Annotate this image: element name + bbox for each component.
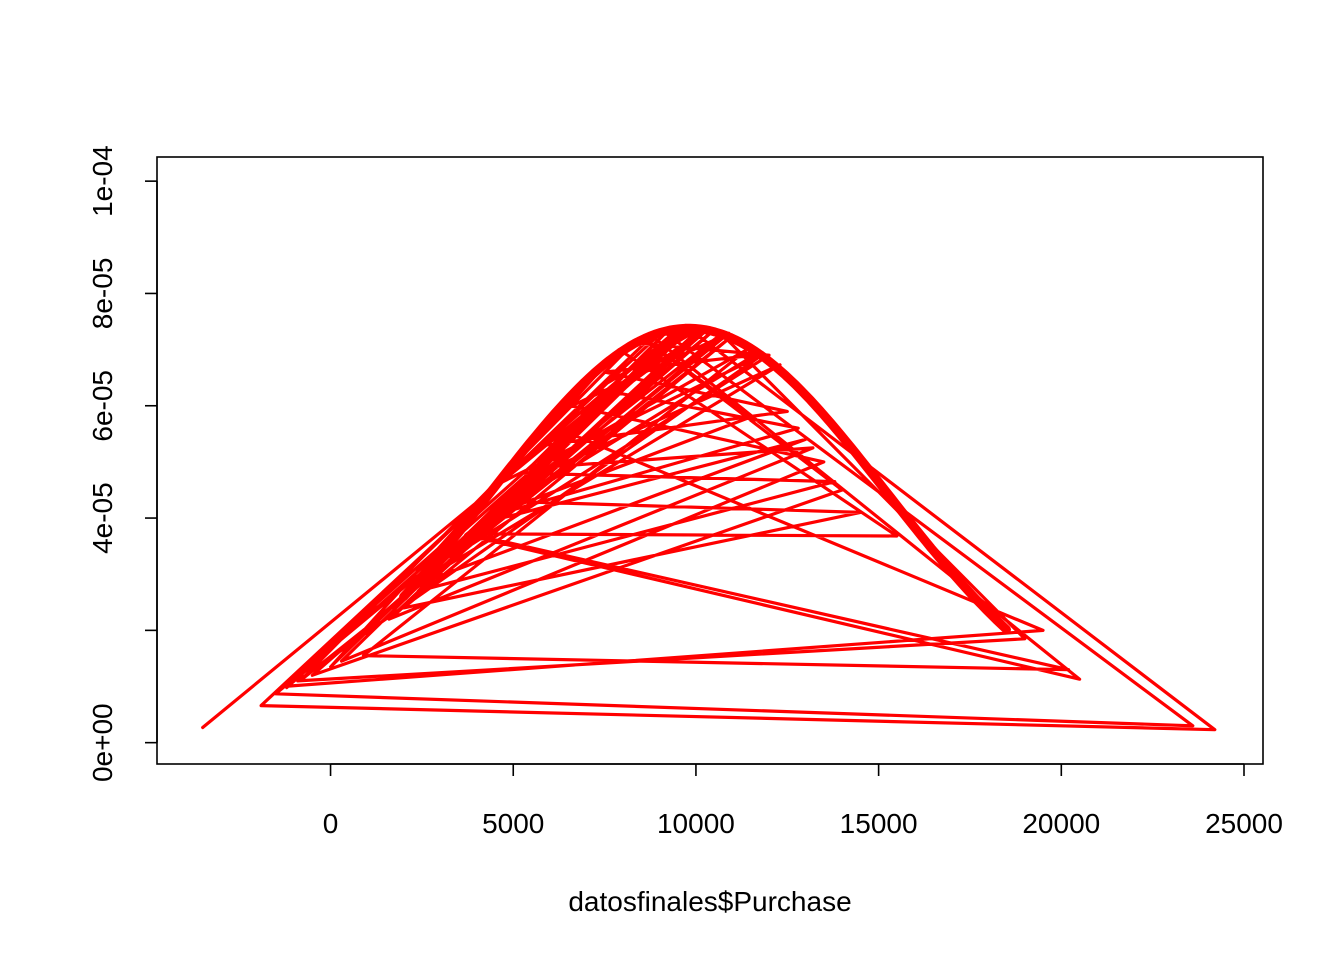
series-layer <box>201 323 1217 732</box>
y-tick-label: 8e-05 <box>87 258 118 330</box>
y-tick-label: 6e-05 <box>87 370 118 442</box>
x-tick-label: 15000 <box>840 808 918 839</box>
y-tick-label: 0e+00 <box>87 703 118 782</box>
series-line <box>201 326 1217 732</box>
x-tick-label: 5000 <box>482 808 544 839</box>
y-tick-label: 1e-04 <box>87 145 118 217</box>
y-axis: 0e+00 4e-05 6e-05 8e-05 1e-04 <box>87 145 158 782</box>
x-axis-title: datosfinales$Purchase <box>568 886 851 917</box>
x-tick-label: 25000 <box>1205 808 1283 839</box>
x-tick-label: 20000 <box>1022 808 1100 839</box>
x-tick-label: 10000 <box>657 808 735 839</box>
x-axis: 0 5000 10000 15000 20000 25000 <box>323 763 1283 839</box>
x-tick-label: 0 <box>323 808 339 839</box>
y-tick-label: 4e-05 <box>87 482 118 554</box>
